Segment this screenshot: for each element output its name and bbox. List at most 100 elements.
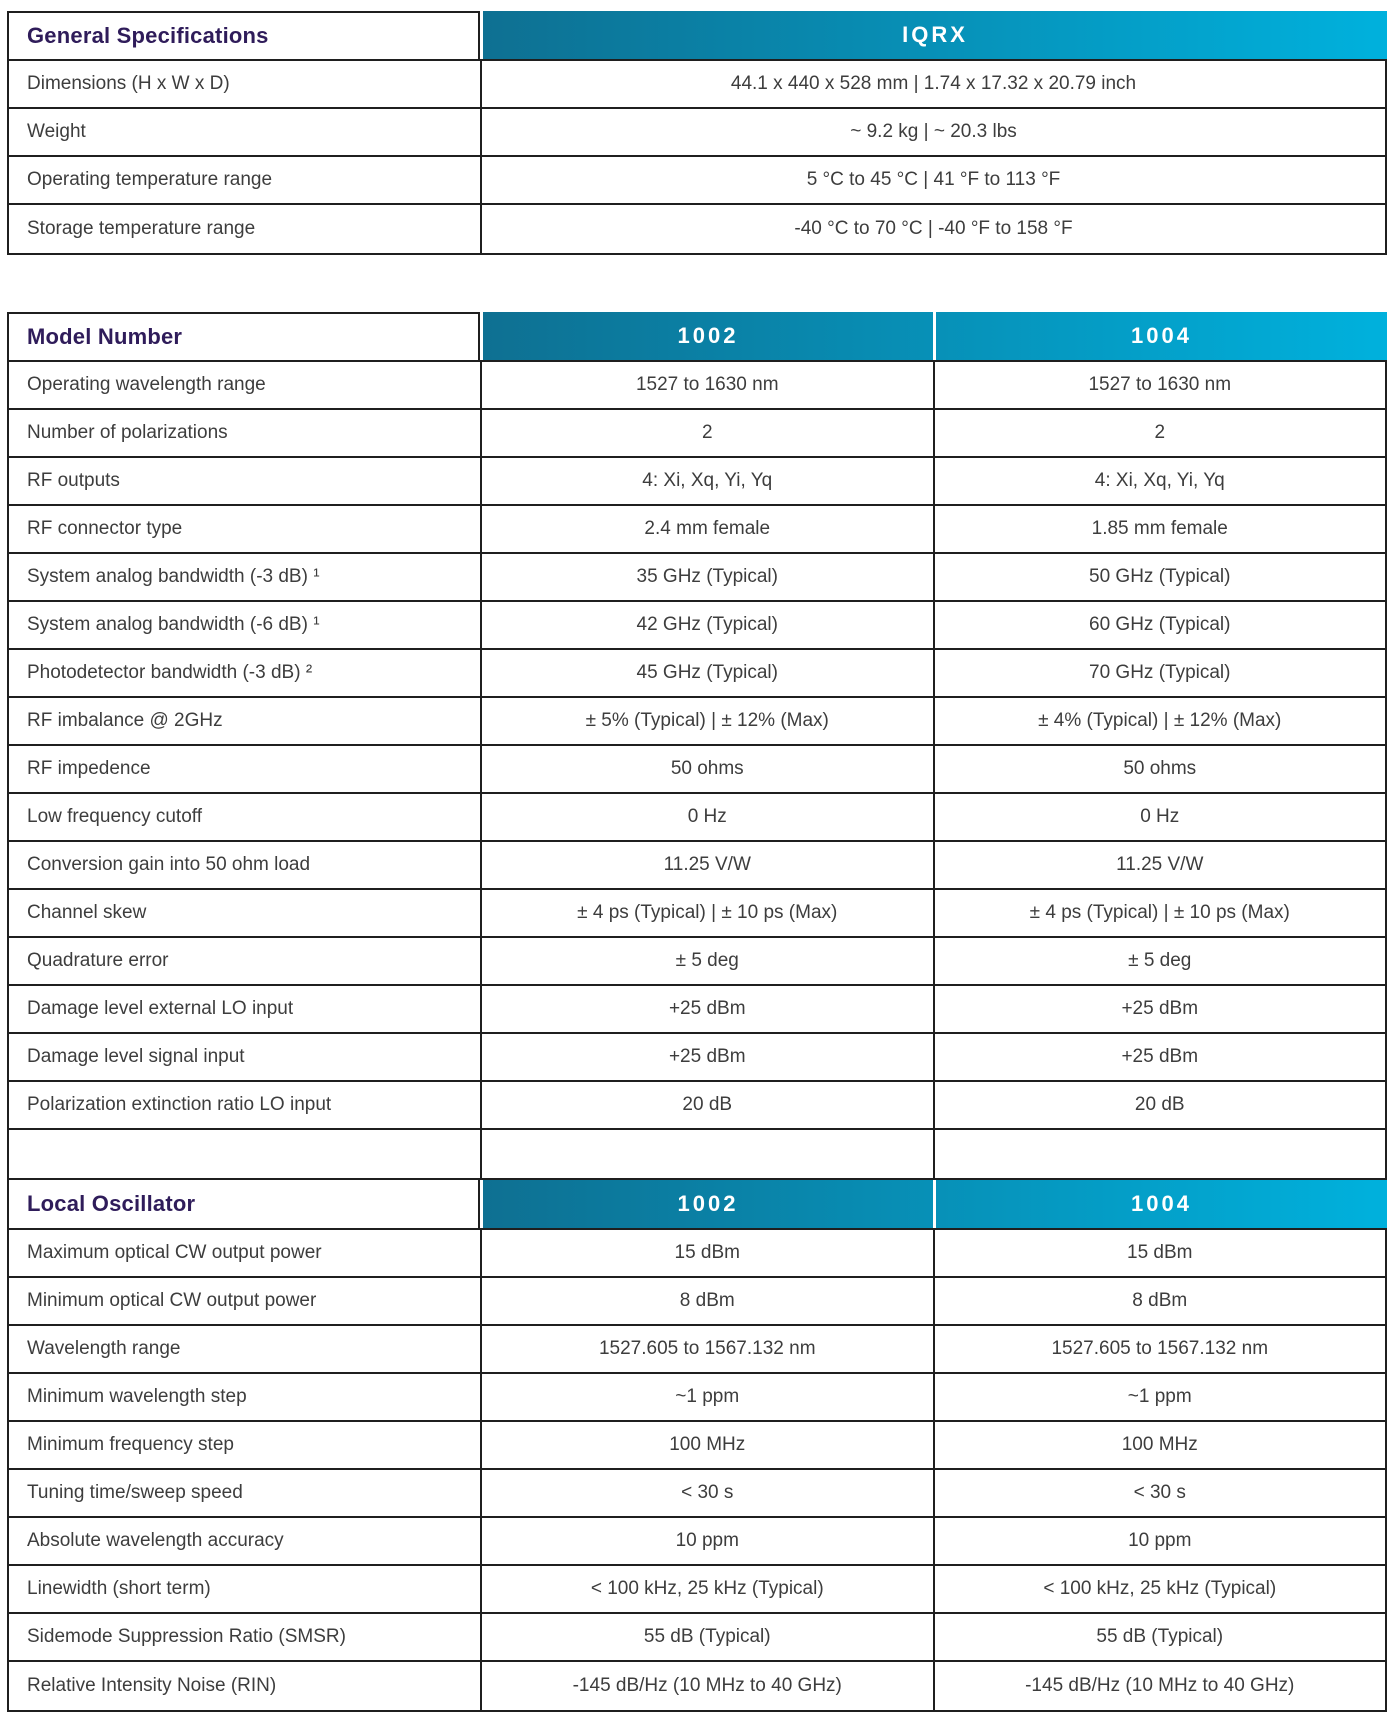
row-label: Low frequency cutoff: [27, 806, 202, 827]
section-1: General Specifications IQRX Dimensions (H …: [7, 11, 1387, 255]
section-header-row: General Specifications IQRX: [7, 11, 1387, 59]
column-header: 1004: [933, 1180, 1387, 1228]
table-row: Linewidth (short term) < 100 kHz, 25 kHz …: [9, 1566, 1385, 1614]
row-value: 8 dBm: [480, 1278, 933, 1324]
empty-cell: [480, 1130, 933, 1178]
empty-cell: [9, 1130, 480, 1178]
row-label: Storage temperature range: [27, 218, 256, 239]
column-header: 1004: [933, 312, 1387, 360]
row-value: +25 dBm: [480, 1034, 933, 1080]
row-value: 44.1 x 440 x 528 mm | 1.74 x 17.32 x 20.…: [480, 61, 1385, 107]
table-row: RF imbalance @ 2GHz ± 5% (Typical) | ± 12…: [9, 698, 1385, 746]
table-row: Relative Intensity Noise (RIN) -145 dB/Hz…: [9, 1662, 1385, 1710]
row-value: 4: Xi, Xq, Yi, Yq: [480, 458, 933, 504]
row-label: System analog bandwidth (-3 dB) ¹: [27, 566, 320, 587]
section-2: Model Number 1002 1004 Operating wavelength…: [7, 312, 1387, 1180]
row-label: Operating temperature range: [27, 169, 273, 190]
table-row: Number of polarizations 2 2: [9, 410, 1385, 458]
table-row: Photodetector bandwidth (-3 dB) ² 45 GHz …: [9, 650, 1385, 698]
table-row: Tuning time/sweep speed < 30 s < 30 s: [9, 1470, 1385, 1518]
row-value: 20 dB: [480, 1082, 933, 1128]
row-value: 10 ppm: [480, 1518, 933, 1564]
section-title: Local Oscillator: [7, 1180, 480, 1228]
section-title: General Specifications: [7, 11, 480, 59]
row-value: 50 ohms: [480, 746, 933, 792]
row-value: 4: Xi, Xq, Yi, Yq: [932, 458, 1386, 504]
row-label: Relative Intensity Noise (RIN): [27, 1675, 277, 1696]
row-value: ~1 ppm: [480, 1374, 933, 1420]
row-value: 1527 to 1630 nm: [480, 362, 933, 408]
column-header: IQRX: [902, 22, 968, 47]
table-row: Polarization extinction ratio LO input 20…: [9, 1082, 1385, 1130]
row-value: < 100 kHz, 25 kHz (Typical): [932, 1566, 1386, 1612]
table-body: Maximum optical CW output power 15 dBm 15 …: [7, 1228, 1387, 1712]
row-value: 2: [932, 410, 1386, 456]
row-value: ± 5% (Typical) | ± 12% (Max): [480, 698, 933, 744]
row-value: ± 5 deg: [932, 938, 1386, 984]
row-value: 55 dB (Typical): [480, 1614, 933, 1660]
row-value: 5 °C to 45 °C | 41 °F to 113 °F: [480, 157, 1385, 203]
row-label: Sidemode Suppression Ratio (SMSR): [27, 1626, 346, 1647]
section-title: Model Number: [7, 312, 480, 360]
row-label: RF imbalance @ 2GHz: [27, 710, 223, 731]
empty-spacer-row: [9, 1130, 1385, 1178]
row-value: < 100 kHz, 25 kHz (Typical): [480, 1566, 933, 1612]
row-value: ± 5 deg: [480, 938, 933, 984]
row-value: 100 MHz: [932, 1422, 1386, 1468]
row-label: Damage level signal input: [27, 1046, 245, 1067]
row-value: 2: [480, 410, 933, 456]
row-label: Minimum wavelength step: [27, 1386, 247, 1407]
column-header: 1002: [677, 323, 739, 348]
column-header: 1002: [677, 1191, 739, 1216]
row-value: +25 dBm: [480, 986, 933, 1032]
table-row: Weight ~ 9.2 kg | ~ 20.3 lbs: [9, 109, 1385, 157]
spec-sheet-page: General Specifications IQRX Dimensions (H …: [7, 11, 1387, 1712]
column-header-band: IQRX: [483, 11, 1387, 59]
table-row: Wavelength range 1527.605 to 1567.132 nm 1…: [9, 1326, 1385, 1374]
row-value: ± 4 ps (Typical) | ± 10 ps (Max): [480, 890, 933, 936]
column-header-band: 1002 1004: [483, 1180, 1387, 1228]
table-row: Absolute wavelength accuracy 10 ppm 10 ppm: [9, 1518, 1385, 1566]
row-label: RF impedence: [27, 758, 151, 779]
table-row: Damage level external LO input +25 dBm +25…: [9, 986, 1385, 1034]
row-value: 1527 to 1630 nm: [932, 362, 1386, 408]
table-row: Storage temperature range -40 °C to 70 °C…: [9, 205, 1385, 253]
row-label: Weight: [27, 121, 86, 142]
table-row: Operating temperature range 5 °C to 45 °C…: [9, 157, 1385, 205]
row-value: 1527.605 to 1567.132 nm: [480, 1326, 933, 1372]
table-row: RF impedence 50 ohms 50 ohms: [9, 746, 1385, 794]
table-row: RF outputs 4: Xi, Xq, Yi, Yq 4: Xi, Xq, Yi…: [9, 458, 1385, 506]
row-value: 45 GHz (Typical): [480, 650, 933, 696]
row-value: 1.85 mm female: [932, 506, 1386, 552]
row-value: 70 GHz (Typical): [932, 650, 1386, 696]
row-value: 35 GHz (Typical): [480, 554, 933, 600]
row-label: Conversion gain into 50 ohm load: [27, 854, 311, 875]
table-body: Operating wavelength range 1527 to 1630 n…: [7, 360, 1387, 1180]
row-label: Maximum optical CW output power: [27, 1242, 322, 1263]
row-value: ± 4% (Typical) | ± 12% (Max): [932, 698, 1386, 744]
row-label: Wavelength range: [27, 1338, 181, 1359]
row-label: Channel skew: [27, 902, 147, 923]
row-value: < 30 s: [480, 1470, 933, 1516]
row-label: Minimum frequency step: [27, 1434, 234, 1455]
row-value: ~ 9.2 kg | ~ 20.3 lbs: [480, 109, 1385, 155]
row-value: +25 dBm: [932, 986, 1386, 1032]
row-value: 15 dBm: [932, 1230, 1386, 1276]
table-row: Dimensions (H x W x D) 44.1 x 440 x 528 m…: [9, 61, 1385, 109]
table-row: System analog bandwidth (-3 dB) ¹ 35 GHz …: [9, 554, 1385, 602]
row-value: 60 GHz (Typical): [932, 602, 1386, 648]
table-row: Operating wavelength range 1527 to 1630 n…: [9, 362, 1385, 410]
section-header-row: Model Number 1002 1004: [7, 312, 1387, 360]
table-row: Maximum optical CW output power 15 dBm 15 …: [9, 1230, 1385, 1278]
row-label: Photodetector bandwidth (-3 dB) ²: [27, 662, 313, 683]
row-label: Number of polarizations: [27, 422, 228, 443]
row-value: 1527.605 to 1567.132 nm: [932, 1326, 1386, 1372]
row-label: Operating wavelength range: [27, 374, 266, 395]
row-value: 100 MHz: [480, 1422, 933, 1468]
column-header-band: 1002 1004: [483, 312, 1387, 360]
row-label: Minimum optical CW output power: [27, 1290, 317, 1311]
row-value: +25 dBm: [932, 1034, 1386, 1080]
row-label: Tuning time/sweep speed: [27, 1482, 243, 1503]
section-3: Local Oscillator 1002 1004 Maximum optical …: [7, 1180, 1387, 1712]
table-body: Dimensions (H x W x D) 44.1 x 440 x 528 m…: [7, 59, 1387, 255]
